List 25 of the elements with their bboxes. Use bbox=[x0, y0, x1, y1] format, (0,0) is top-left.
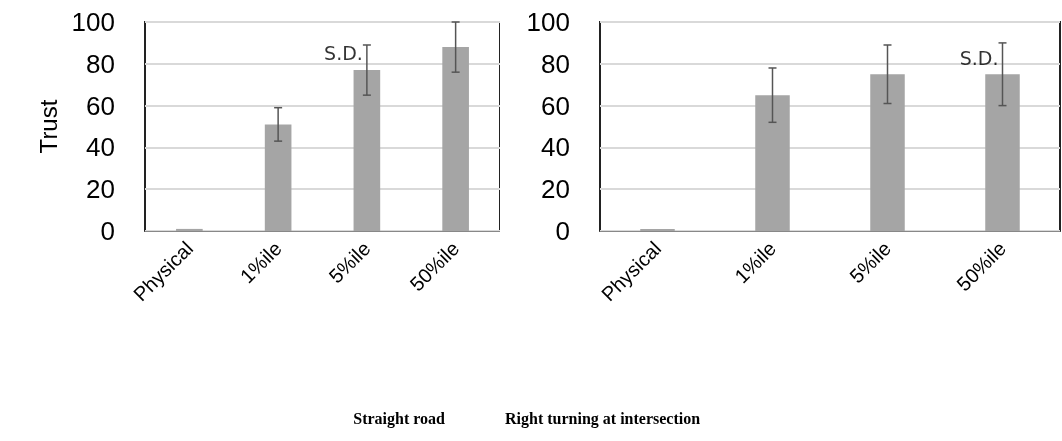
y-tick-label: 40 bbox=[86, 132, 115, 163]
y-tick-label: 0 bbox=[100, 216, 115, 246]
text: Straight road bbox=[353, 409, 446, 428]
annotation: S.D. bbox=[959, 46, 999, 69]
y-tick-label: 20 bbox=[86, 174, 115, 205]
bar bbox=[176, 228, 203, 231]
y-tick-label: 0 bbox=[555, 216, 570, 246]
y-tick-label: 60 bbox=[86, 90, 115, 121]
bar bbox=[264, 124, 292, 231]
bar bbox=[640, 228, 675, 231]
y-axis-title: Trust bbox=[35, 99, 63, 154]
y-tick-label: 80 bbox=[541, 48, 570, 79]
y-tick-label: 100 bbox=[71, 7, 115, 37]
bar bbox=[755, 95, 790, 231]
y-tick-label: 20 bbox=[541, 174, 570, 205]
y-tick-label: 80 bbox=[86, 48, 115, 79]
bar bbox=[353, 70, 381, 231]
y-tick-label: 40 bbox=[541, 132, 570, 163]
bar bbox=[442, 47, 469, 231]
y-tick-label: 60 bbox=[541, 90, 570, 121]
bar bbox=[870, 74, 905, 231]
text: Right turning at intersection bbox=[505, 409, 701, 428]
y-tick-label: 100 bbox=[526, 7, 570, 37]
annotation: S.D. bbox=[324, 42, 363, 65]
bar bbox=[985, 74, 1020, 231]
